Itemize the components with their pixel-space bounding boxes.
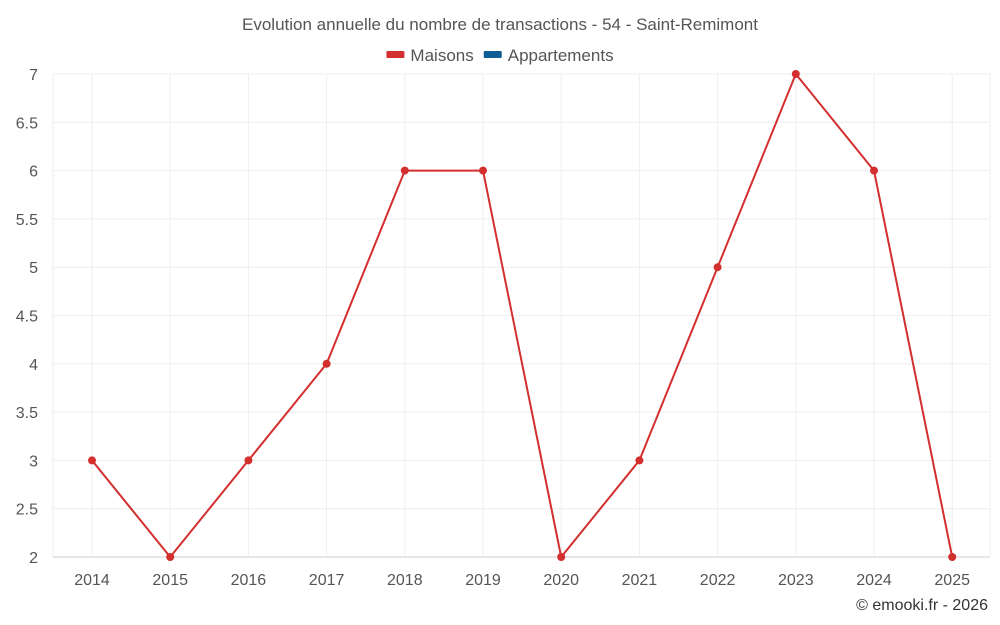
x-tick-label: 2019 [465, 572, 501, 589]
x-tick-label: 2015 [152, 572, 188, 589]
y-tick-label: 2.5 [16, 502, 38, 519]
chart-title: Evolution annuelle du nombre de transact… [242, 15, 758, 34]
y-axis-tick-labels: 2 2.5 3 3.5 4 4.5 5 5.5 6 6.5 7 [16, 67, 38, 567]
y-tick-label: 4 [29, 357, 38, 374]
x-tick-label: 2016 [231, 572, 267, 589]
series-line-maisons [91, 73, 954, 558]
x-tick-label: 2018 [387, 572, 423, 589]
legend-item-maisons[interactable]: Maisons [386, 46, 474, 65]
data-point[interactable] [870, 166, 878, 175]
credit-label: © emooki.fr - 2026 [856, 597, 988, 614]
x-tick-label: 2024 [856, 572, 892, 589]
data-point[interactable] [479, 166, 487, 175]
y-tick-label: 7 [29, 67, 38, 84]
y-tick-label: 6.5 [16, 115, 38, 132]
legend-swatch [386, 51, 405, 58]
y-tick-label: 5.5 [16, 212, 38, 229]
chart-grid [52, 73, 991, 558]
x-tick-label: 2023 [778, 572, 814, 589]
legend-label: Maisons [410, 46, 473, 65]
y-tick-label: 4.5 [16, 309, 38, 326]
legend-label: Appartements [508, 46, 614, 65]
data-point[interactable] [635, 456, 644, 465]
y-tick-label: 3.5 [16, 405, 38, 422]
x-axis-tick-labels: 2014 2015 2016 2017 2018 2019 2020 2021 2022 2023… [74, 572, 970, 589]
legend-swatch [483, 51, 502, 58]
y-tick-label: 6 [29, 164, 38, 181]
x-tick-label: 2014 [74, 572, 110, 589]
legend-item-appartements[interactable]: Appartements [483, 46, 614, 65]
data-point[interactable] [791, 70, 800, 78]
data-point[interactable] [557, 553, 566, 561]
y-tick-label: 2 [29, 550, 38, 567]
x-tick-label: 2021 [622, 572, 658, 589]
y-tick-label: 5 [29, 260, 38, 277]
data-point[interactable] [166, 553, 175, 561]
data-point[interactable] [322, 359, 331, 368]
series-layer [88, 70, 957, 561]
data-point[interactable] [244, 456, 253, 465]
data-point[interactable] [713, 263, 722, 272]
x-tick-label: 2017 [309, 572, 345, 589]
x-tick-label: 2020 [543, 572, 579, 589]
data-point[interactable] [948, 553, 957, 561]
x-tick-label: 2022 [700, 572, 736, 589]
chart-legend: Maisons Appartements [386, 46, 614, 65]
y-tick-label: 3 [29, 453, 38, 470]
x-tick-label: 2025 [934, 572, 970, 589]
data-point[interactable] [88, 456, 96, 465]
data-point[interactable] [400, 166, 409, 175]
